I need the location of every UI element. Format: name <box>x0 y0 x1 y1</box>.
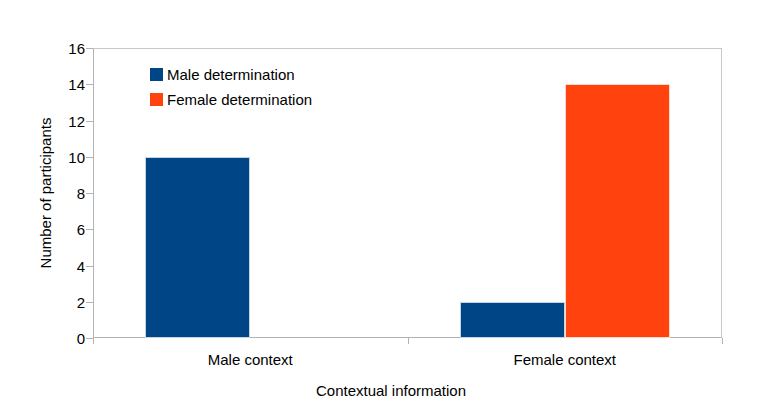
legend-item: Female determination <box>150 91 312 108</box>
y-axis-tick-label: 16 <box>45 41 85 56</box>
legend: Male determination Female determination <box>150 66 312 116</box>
y-axis-tick-mark <box>86 193 93 194</box>
x-axis-title: Contextual information <box>316 382 466 399</box>
y-axis-tick-mark <box>86 48 93 49</box>
y-axis-tick-mark <box>86 84 93 85</box>
bar-male-determination-female-context <box>460 302 565 338</box>
y-axis-tick-mark <box>86 229 93 230</box>
y-axis-tick-label: 2 <box>45 295 85 310</box>
bar-female-determination-female-context <box>565 84 670 338</box>
legend-label: Male determination <box>167 66 295 83</box>
bar-chart: 0246810121416 Male contextFemale context… <box>0 0 768 419</box>
y-axis-tick-mark <box>86 338 93 339</box>
legend-swatch-icon <box>150 68 163 81</box>
legend-label: Female determination <box>167 91 312 108</box>
x-axis-tick-mark <box>722 338 723 344</box>
x-category-label: Female context <box>513 351 616 368</box>
y-axis-tick-label: 0 <box>45 331 85 346</box>
y-axis-tick-mark <box>86 302 93 303</box>
x-category-label: Male context <box>208 351 293 368</box>
y-axis-tick-mark <box>86 157 93 158</box>
legend-swatch-icon <box>150 93 163 106</box>
y-axis-tick-label: 14 <box>45 77 85 92</box>
bar-male-determination-male-context <box>145 157 250 338</box>
y-axis-tick-mark <box>86 121 93 122</box>
x-axis-tick-mark <box>93 338 94 344</box>
y-axis-tick-mark <box>86 266 93 267</box>
x-axis-tick-mark <box>408 338 409 344</box>
y-axis-title: Number of participants <box>37 118 54 269</box>
legend-item: Male determination <box>150 66 312 83</box>
